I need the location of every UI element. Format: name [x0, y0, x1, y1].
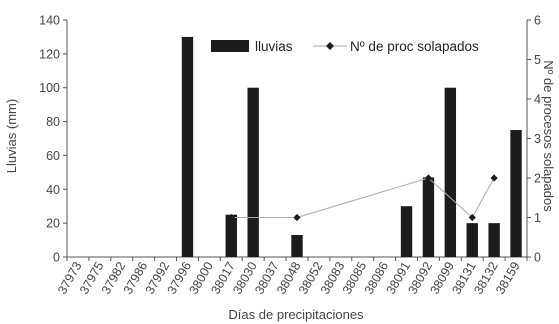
y-axis-title: Lluvias (mm): [4, 99, 19, 173]
legend-marker-proc: [326, 42, 334, 50]
bar: [488, 223, 500, 257]
legend: lluvias Nº de proc solapados: [211, 39, 479, 54]
series-point: [227, 213, 235, 222]
bar: [181, 36, 194, 257]
y2-tick-label: 2: [534, 172, 541, 186]
bar: [444, 87, 457, 257]
series-point: [490, 174, 498, 182]
axes: [63, 19, 531, 261]
series-line-segment: [428, 177, 473, 218]
y-tick-label: 100: [39, 81, 60, 95]
overlap-line: [227, 174, 498, 222]
y-tick-label: 20: [46, 217, 60, 231]
bar: [225, 214, 237, 257]
bar: [466, 223, 478, 257]
series-point: [293, 213, 301, 222]
legend-swatch-lluvias: [211, 40, 249, 52]
bars: [181, 36, 522, 257]
series-line-segment: [471, 177, 495, 218]
y2-tick-label: 0: [534, 251, 541, 265]
series-point: [424, 174, 433, 182]
y-tick-label: 0: [53, 251, 60, 265]
y-tick-label: 60: [46, 149, 60, 163]
tick-labels: 0204060801001201400123456379733797537982…: [39, 14, 541, 297]
y2-tick-label: 3: [534, 132, 541, 146]
y2-tick-label: 1: [534, 211, 541, 225]
y2-axis-title: Nº de procesos solapados: [541, 60, 556, 212]
bar: [400, 206, 413, 257]
y-tick-label: 80: [46, 115, 60, 129]
y2-tick-label: 4: [534, 93, 541, 107]
x-axis-title: Días de precipitaciones: [228, 307, 364, 322]
bar: [510, 130, 522, 257]
bar: [291, 234, 303, 257]
series-point: [468, 213, 476, 222]
y-tick-label: 140: [39, 14, 60, 28]
legend-label-lluvias: lluvias: [255, 39, 293, 54]
series-line-segment: [296, 177, 429, 218]
y-tick-label: 40: [46, 183, 60, 197]
bar: [247, 87, 259, 257]
y2-tick-label: 6: [534, 14, 541, 28]
y-tick-label: 120: [39, 47, 60, 61]
bar: [422, 177, 435, 257]
y2-tick-label: 5: [534, 53, 541, 67]
legend-label-proc: Nº de proc solapados: [350, 39, 479, 54]
